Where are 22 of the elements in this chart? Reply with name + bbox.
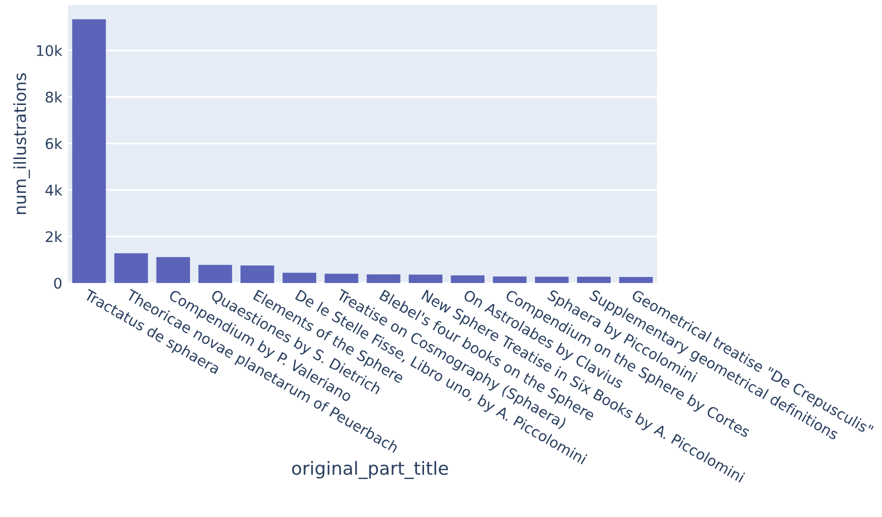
y-tick-label: 10k	[37, 44, 62, 56]
bar	[72, 19, 106, 283]
y-tick-label: 8k	[46, 91, 62, 103]
bar	[492, 276, 527, 283]
bar	[577, 276, 611, 283]
bar	[450, 275, 485, 283]
y-tick-label: 0	[54, 278, 62, 289]
y-tick-label: 2k	[46, 230, 62, 242]
bar	[240, 266, 274, 283]
y-tick-label: 6k	[46, 138, 62, 150]
y-tick-label: 4k	[45, 184, 62, 196]
bar	[366, 274, 400, 283]
y-axis-title: num_illustrations	[13, 73, 30, 214]
x-axis-title: original_part_title	[292, 461, 448, 479]
bar	[114, 253, 148, 283]
bar	[282, 272, 316, 283]
bar	[156, 257, 190, 283]
bar	[619, 276, 653, 283]
bar	[324, 274, 358, 283]
bar	[408, 274, 442, 283]
bar	[534, 276, 569, 283]
bar	[198, 264, 232, 283]
